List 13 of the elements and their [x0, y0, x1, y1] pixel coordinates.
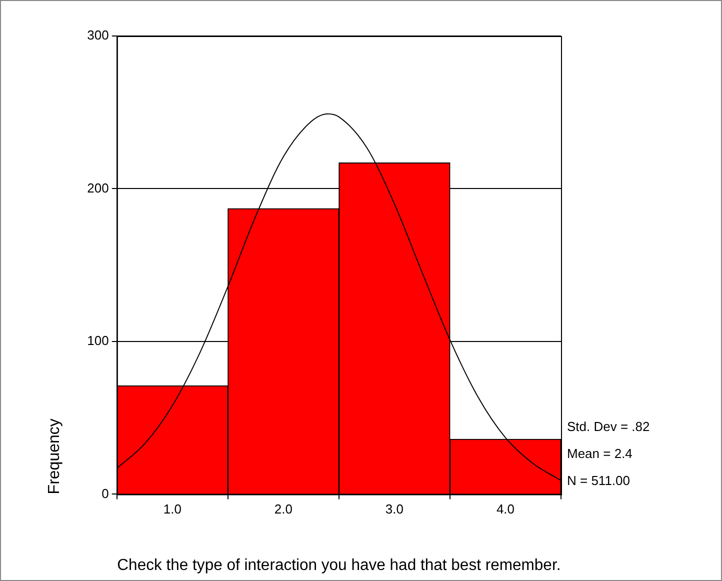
text: Mean = 2.4 [567, 446, 632, 461]
x-tick-label: 3.0 [385, 502, 404, 517]
y-tick-label: 100 [87, 333, 109, 348]
y-tick-label: 200 [87, 180, 109, 196]
y-axis-title: Frequency [46, 418, 64, 494]
x-axis-title: Check the type of interaction you have had that best remember. [117, 556, 561, 574]
x-tick-label: 2.0 [274, 502, 292, 517]
x-tick-label: 1.0 [163, 502, 182, 517]
text: N = 511.00 [567, 472, 630, 488]
y-tick-label: 0 [102, 486, 109, 501]
x-tick-label: 4.0 [496, 502, 515, 517]
text: Std. Dev = .82 [567, 418, 650, 434]
y-tick-label: 300 [87, 28, 109, 43]
